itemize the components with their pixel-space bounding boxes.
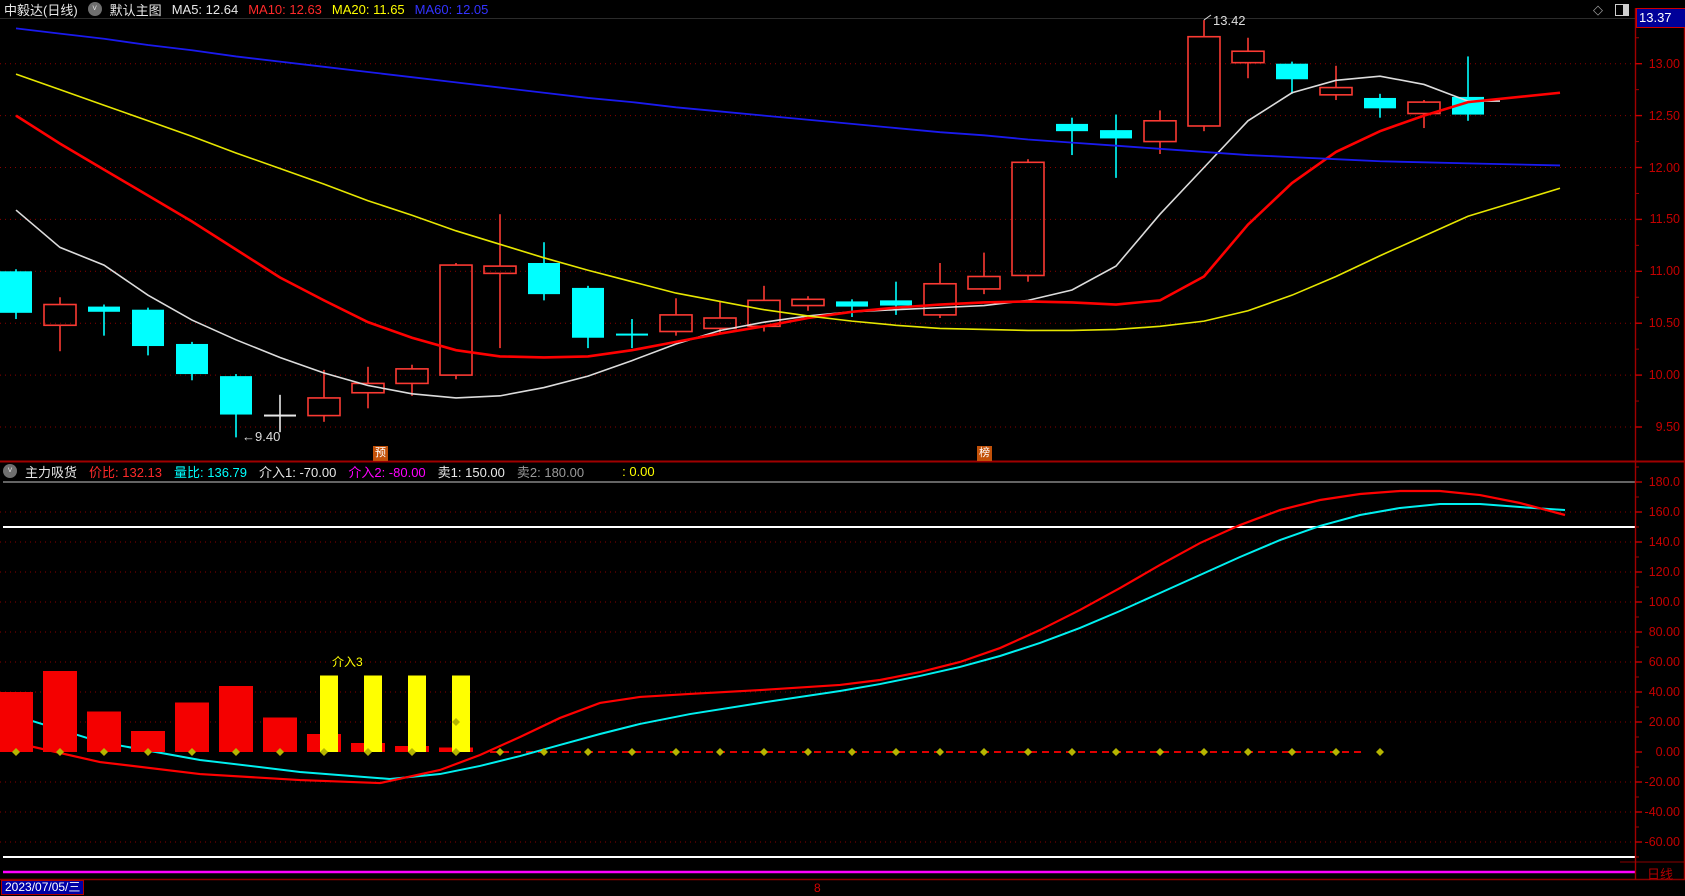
indicator-y-axis-label: 100.0 — [1648, 595, 1680, 609]
ma-value-label: MA10: 12.63 — [248, 1, 322, 17]
ma-line-MA60 — [15, 27, 1561, 167]
indicator-value-label: 卖1: 150.00 — [437, 464, 505, 480]
indicator-y-axis-label: 180.0 — [1648, 475, 1680, 489]
diamond-icon[interactable]: ◇ — [1593, 2, 1603, 17]
yellow-bars — [320, 675, 470, 752]
indicator-y-axis-label: 60.00 — [1648, 655, 1680, 669]
ma-line-MA20 — [15, 73, 1561, 332]
indicator-panel — [0, 481, 1635, 874]
zero-diamonds — [12, 718, 1384, 756]
main-y-axis-label: 13.00 — [1648, 56, 1680, 71]
indicator-y-axis-label: -60.00 — [1644, 835, 1680, 849]
indicator-value-label: 卖2: 180.00 — [516, 464, 585, 480]
curve-量比 — [2, 503, 1566, 781]
indicator-y-axis-label: 160.0 — [1648, 505, 1680, 519]
curve-价比 — [2, 489, 1566, 785]
main-y-axis-label: 10.50 — [1648, 316, 1680, 331]
indicator-y-axis-label: 20.00 — [1648, 715, 1680, 729]
indicator-value-label: 介入1: -70.00 — [259, 464, 337, 480]
indicator-header: ˅ 主力吸货 价比: 132.13 量比: 136.79 介入1: -70.00 介入… — [0, 462, 1620, 480]
scroll-position-indicator[interactable]: 8 — [814, 881, 821, 895]
indicator-value-label: : 0.00 — [622, 463, 655, 479]
ma-value-label: MA5: 12.64 — [171, 1, 239, 17]
date-box: 2023/07/05/三 — [1, 880, 85, 895]
main-y-axis-label: 11.00 — [1649, 264, 1680, 279]
main-chart-header: 中毅达(日线) ˅ 默认主图 MA5: 12.64 MA10: 12.63 MA20… — [0, 0, 1685, 18]
ma-value-label: MA20: 11.65 — [331, 1, 405, 17]
indicator-y-axis-label: 80.00 — [1648, 625, 1680, 639]
chevron-down-icon[interactable]: ˅ — [3, 464, 17, 478]
main-gridlines — [0, 63, 1635, 428]
indicator-y-axis-label: 0.00 — [1655, 745, 1680, 759]
event-marker[interactable]: 榜 — [977, 446, 992, 461]
indicator-y-axis-label: -40.00 — [1644, 805, 1680, 819]
jieru3-signal-label: 介入3 — [332, 655, 363, 669]
main-y-axis-label: 10.00 — [1648, 368, 1680, 383]
layout-selector[interactable]: 默认主图 — [109, 2, 162, 18]
ma-value-label: MA60: 12.05 — [414, 1, 489, 17]
event-marker[interactable]: 预 — [373, 446, 388, 461]
header-toolbar: ◇ — [1593, 2, 1629, 18]
price-annotation: ←9.40 — [242, 429, 281, 444]
indicator-value-label: 价比: 132.13 — [89, 464, 163, 480]
indicator-value-label: 介入2: -80.00 — [348, 464, 426, 480]
indicator-y-axis-label: 40.00 — [1648, 685, 1680, 699]
main-y-axis-label: 9.50 — [1655, 420, 1680, 434]
main-y-axis-label: 11.50 — [1649, 212, 1680, 227]
main-y-axis-label: 12.50 — [1648, 108, 1680, 123]
indicator-y-axis-label: 140.0 — [1648, 535, 1680, 549]
chevron-down-icon[interactable]: ˅ — [87, 2, 102, 16]
current-price-box: 13.37 — [1636, 8, 1685, 28]
stock-title: 中毅达(日线) — [4, 2, 78, 18]
candles — [0, 20, 1484, 438]
period-label[interactable]: 日线 — [1646, 867, 1673, 882]
split-view-icon[interactable] — [1615, 4, 1629, 16]
price-annotation: 13.42 — [1213, 13, 1246, 28]
indicator-y-axis-label: -20.00 — [1644, 775, 1680, 789]
red-bars — [0, 671, 473, 752]
indicator-y-axis-label: 120.0 — [1648, 565, 1680, 579]
main-y-axis-label: 12.00 — [1648, 160, 1680, 175]
ma-line-MA10 — [15, 91, 1561, 359]
ma-lines — [15, 27, 1561, 399]
ma-line-MA5 — [15, 75, 1500, 399]
indicator-value-label: 量比: 136.79 — [174, 464, 248, 480]
indicator-title: 主力吸货 — [25, 464, 78, 480]
